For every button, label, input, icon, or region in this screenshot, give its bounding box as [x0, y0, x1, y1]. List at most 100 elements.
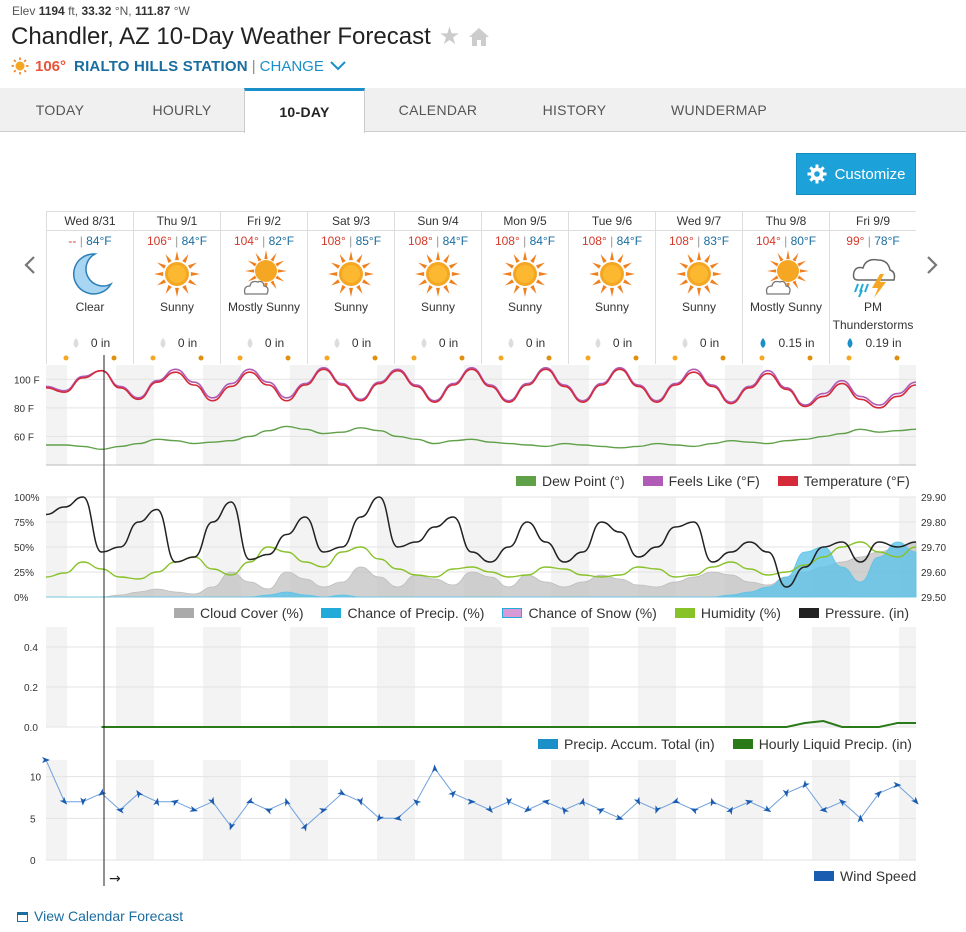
y-tick-label: 60 F	[14, 432, 34, 443]
series-line	[46, 425, 917, 450]
raindrop-icon	[595, 338, 601, 348]
day-column[interactable]: Fri 9/2 104° | 82°F Mostly Sunny 0 in	[220, 212, 307, 364]
thunderstorm-icon	[852, 258, 896, 298]
night-band	[725, 627, 742, 727]
night-band	[203, 627, 220, 727]
night-band	[812, 627, 829, 727]
y-tick-label: 50%	[14, 543, 34, 554]
wind-arrow-mark	[506, 797, 513, 806]
series-line	[45, 368, 917, 409]
day-column[interactable]: Sat 9/3 108° | 85°F Sunny 0 in	[307, 212, 394, 364]
tab-history[interactable]: HISTORY	[542, 102, 607, 118]
wind-arrow-mark	[229, 821, 236, 831]
high-temp: 108°	[581, 234, 607, 248]
night-band	[116, 760, 133, 860]
sun-icon	[676, 251, 722, 297]
nav-tabs: TODAY HOURLY 10-DAY CALENDAR HISTORY WUN…	[0, 88, 966, 133]
high-temp: 108°	[494, 234, 520, 248]
chevron-down-icon[interactable]	[330, 61, 346, 71]
legend-precip-accum[interactable]: Precip. Accum. Total (in)	[538, 736, 715, 752]
day-column[interactable]: Tue 9/6 108° | 84°F Sunny 0 in	[568, 212, 655, 364]
day-precip: 0 in	[569, 336, 656, 350]
tab-10-day[interactable]: 10-DAY	[244, 88, 365, 133]
wind-arrow-mark	[42, 757, 50, 763]
day-column[interactable]: Wed 9/7 108° | 83°F Sunny 0 in	[655, 212, 742, 364]
view-calendar-link[interactable]: View Calendar Forecast	[17, 908, 183, 924]
customize-button[interactable]: Customize	[796, 153, 916, 195]
night-band	[394, 760, 415, 860]
chevron-right-icon[interactable]	[924, 256, 940, 274]
legend-dew-point[interactable]: Dew Point (°)	[516, 473, 625, 489]
tab-calendar[interactable]: CALENDAR	[398, 102, 478, 118]
legend-feels-like[interactable]: Feels Like (°F)	[642, 473, 760, 489]
night-band	[655, 760, 676, 860]
legend-hourly-precip[interactable]: Hourly Liquid Precip. (in)	[732, 736, 912, 752]
night-band	[290, 627, 307, 727]
y-tick-label: 0.4	[24, 643, 38, 654]
change-station-link[interactable]: CHANGE	[259, 57, 324, 75]
sunrise-sunset-icon	[150, 355, 204, 361]
night-band	[742, 760, 763, 860]
wind-arrow-mark	[615, 814, 624, 821]
day-column[interactable]: Mon 9/5 108° | 84°F Sunny 0 in	[481, 212, 568, 364]
sun-icon	[11, 57, 29, 75]
wind-arrow-mark	[655, 805, 662, 814]
sun-icon	[589, 251, 635, 297]
day-precip: 0 in	[221, 336, 308, 350]
wind-arrow-mark	[116, 807, 125, 814]
legend-wind-speed[interactable]: Wind Speed	[814, 868, 916, 884]
tab-hourly[interactable]: HOURLY	[152, 102, 212, 118]
calendar-icon	[17, 911, 28, 922]
chevron-left-icon[interactable]	[22, 256, 38, 274]
night-band	[481, 627, 502, 727]
night-band	[725, 365, 742, 465]
night-band	[899, 760, 916, 860]
wind-arrow-mark	[838, 799, 847, 807]
home-icon[interactable]	[468, 27, 490, 47]
raindrop-icon	[160, 338, 166, 348]
favorite-star-icon[interactable]: ★	[438, 23, 461, 50]
wind-arrow-mark	[337, 788, 346, 796]
night-band	[46, 627, 67, 727]
wind-arrow-mark	[431, 764, 438, 773]
wind-arrow-mark	[136, 790, 144, 799]
y-tick-label: 80 F	[14, 404, 34, 415]
day-column[interactable]: Wed 8/31 -- | 84°F Clear 0 in	[46, 212, 133, 364]
day-column[interactable]: Thu 9/8 104° | 80°F Mostly Sunny 0.15 in	[742, 212, 829, 364]
arrow-right-icon: →	[109, 871, 121, 887]
wind-arrow-mark	[285, 797, 291, 807]
legend-cloud-cover[interactable]: Cloud Cover (%)	[174, 605, 303, 621]
high-temp: 104°	[233, 234, 259, 248]
station-name[interactable]: RIALTO HILLS STATION	[74, 57, 248, 75]
raindrop-icon	[760, 338, 766, 348]
tab-today[interactable]: TODAY	[35, 102, 85, 118]
day-condition: PM Thunderstorms	[832, 300, 914, 332]
legend-chance-precip[interactable]: Chance of Precip. (%)	[321, 605, 484, 621]
day-column[interactable]: Thu 9/1 106° | 84°F Sunny 0 in	[133, 212, 220, 364]
legend-humidity[interactable]: Humidity (%)	[674, 605, 781, 621]
wind-arrow-mark	[726, 806, 733, 815]
title-row: Chandler, AZ 10-Day Weather Forecast ★	[11, 22, 490, 51]
night-band	[829, 627, 850, 727]
legend-pressure[interactable]: Pressure. (in)	[798, 605, 909, 621]
wind-arrow-mark	[802, 780, 810, 789]
legend-chance-snow[interactable]: Chance of Snow (%)	[502, 605, 657, 621]
tab-wundermap[interactable]: WUNDERMAP	[670, 102, 768, 118]
night-band	[133, 760, 154, 860]
day-forecast-strip: Wed 8/31 -- | 84°F Clear 0 in Thu 9/1 10…	[46, 211, 916, 364]
night-band	[220, 760, 241, 860]
y-tick-label: 0.0	[24, 723, 38, 734]
wind-arrow-mark	[744, 799, 754, 806]
day-condition: Mostly Sunny	[227, 300, 301, 314]
high-temp: 104°	[755, 234, 781, 248]
day-precip: 0.19 in	[830, 336, 917, 350]
day-column[interactable]: Fri 9/9 99° | 78°F PM Thunderstorms 0.19…	[829, 212, 916, 364]
series-area	[45, 541, 917, 598]
day-date: Sat 9/3	[308, 212, 394, 231]
day-temps: 104° | 80°F	[755, 234, 817, 248]
day-precip: 0 in	[656, 336, 743, 350]
day-column[interactable]: Sun 9/4 108° | 84°F Sunny 0 in	[394, 212, 481, 364]
low-temp: 84°F	[442, 234, 469, 248]
legend-temperature-series[interactable]: Temperature (°F)	[777, 473, 910, 489]
high-temp: 108°	[668, 234, 694, 248]
